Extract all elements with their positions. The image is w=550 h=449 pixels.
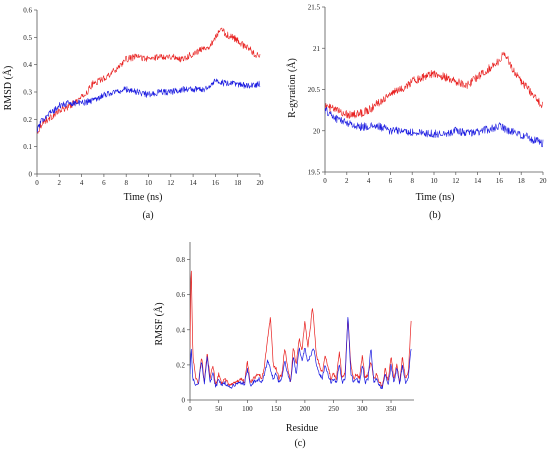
x-tick-label: 18 xyxy=(518,177,526,185)
x-tick-label: 4 xyxy=(80,179,84,187)
x-tick-label: 12 xyxy=(167,179,175,187)
y-tick-label: 0.4 xyxy=(176,326,185,334)
y-tick-label: 20.5 xyxy=(308,86,321,94)
panel-b-xlabel: Time (ns) xyxy=(416,192,455,203)
x-tick-label: 8 xyxy=(124,179,128,187)
y-tick-label: 0.8 xyxy=(176,256,185,264)
panel-a-xlabel: Time (ns) xyxy=(124,192,163,203)
panel-b-plot: 0 2 4 6 8 10 12 14 16 18 20 19.5 20 20.5 21 21.5 xyxy=(308,4,547,186)
y-tick-label: 0.1 xyxy=(23,143,32,151)
panel-c-series-blue-line xyxy=(190,316,412,390)
panel-c-ylabel: RMSF (Å) xyxy=(153,302,165,345)
panel-c-label: (c) xyxy=(294,438,305,449)
x-tick-label: 2 xyxy=(58,179,62,187)
x-tick-label: 20 xyxy=(540,177,548,185)
x-tick-label: 200 xyxy=(300,405,311,413)
y-tick-label: 0.2 xyxy=(23,116,32,124)
panel-b: 0 2 4 6 8 10 12 14 16 18 20 19.5 20 20.5 21 21.5 Time (… xyxy=(286,4,547,222)
panel-b-ylabel: R-gyration (Å) xyxy=(286,58,298,118)
x-tick-label: 350 xyxy=(386,405,397,413)
panel-b-series-blue-line xyxy=(325,107,544,148)
panel-a-plot: 0 2 4 6 8 10 12 14 16 18 20 0 0.1 0.2 0.3 0.4 0.5 0.6 xyxy=(23,7,264,188)
x-tick-label: 100 xyxy=(242,405,253,413)
panel-a-series-blue-line xyxy=(37,78,261,133)
x-tick-label: 0 xyxy=(323,177,327,185)
x-tick-label: 0 xyxy=(35,179,39,187)
x-tick-label: 14 xyxy=(190,179,198,187)
x-tick-label: 10 xyxy=(431,177,439,185)
panel-a: 0 2 4 6 8 10 12 14 16 18 20 0 0.1 0.2 0.3 0.4 0.5 0.6 Tim… xyxy=(2,7,264,222)
panel-c-series-red-line xyxy=(190,270,412,387)
y-tick-label: 19.5 xyxy=(308,169,321,177)
x-tick-label: 300 xyxy=(357,405,368,413)
y-tick-label: 0.5 xyxy=(23,34,32,42)
panel-a-label: (a) xyxy=(142,210,153,221)
x-tick-label: 2 xyxy=(345,177,349,185)
panel-b-series-red-line xyxy=(325,51,544,119)
y-tick-label: 0 xyxy=(182,397,186,405)
y-tick-label: 0.6 xyxy=(176,291,185,299)
x-tick-label: 250 xyxy=(328,405,339,413)
panel-b-label: (b) xyxy=(429,210,441,221)
x-tick-label: 50 xyxy=(215,405,223,413)
y-tick-label: 0 xyxy=(29,171,33,179)
x-tick-label: 0 xyxy=(188,405,192,413)
x-tick-label: 16 xyxy=(212,179,220,187)
x-tick-label: 14 xyxy=(474,177,482,185)
y-tick-label: 0.6 xyxy=(23,7,32,15)
x-tick-label: 8 xyxy=(410,177,414,185)
y-tick-label: 21.5 xyxy=(308,4,321,12)
x-tick-label: 6 xyxy=(102,179,106,187)
panel-c: 0 50 100 150 200 250 300 350 0 0.2 0.4 0.6 0.8 Resid… xyxy=(153,242,414,449)
y-tick-label: 0.3 xyxy=(23,89,32,97)
panel-c-xlabel: Residue xyxy=(286,423,319,434)
y-tick-label: 0.4 xyxy=(23,61,32,69)
y-tick-label: 0.2 xyxy=(176,361,185,369)
x-tick-label: 4 xyxy=(367,177,371,185)
panel-a-ylabel: RMSD (Å) xyxy=(2,66,14,111)
x-tick-label: 16 xyxy=(496,177,504,185)
y-tick-label: 20 xyxy=(313,127,321,135)
x-tick-label: 150 xyxy=(271,405,282,413)
y-tick-label: 21 xyxy=(313,45,321,53)
x-tick-label: 12 xyxy=(452,177,460,185)
panel-c-plot: 0 50 100 150 200 250 300 350 0 0.2 0.4 0.6 0.8 xyxy=(176,242,414,413)
x-tick-label: 20 xyxy=(257,179,265,187)
x-tick-label: 18 xyxy=(234,179,242,187)
x-tick-label: 10 xyxy=(145,179,153,187)
panel-a-series-red-line xyxy=(37,27,261,134)
x-tick-label: 6 xyxy=(389,177,393,185)
